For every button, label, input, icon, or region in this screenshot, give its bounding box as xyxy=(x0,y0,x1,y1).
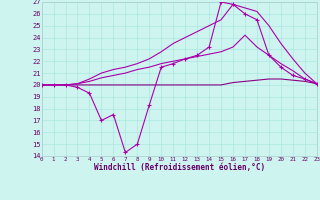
X-axis label: Windchill (Refroidissement éolien,°C): Windchill (Refroidissement éolien,°C) xyxy=(94,163,265,172)
